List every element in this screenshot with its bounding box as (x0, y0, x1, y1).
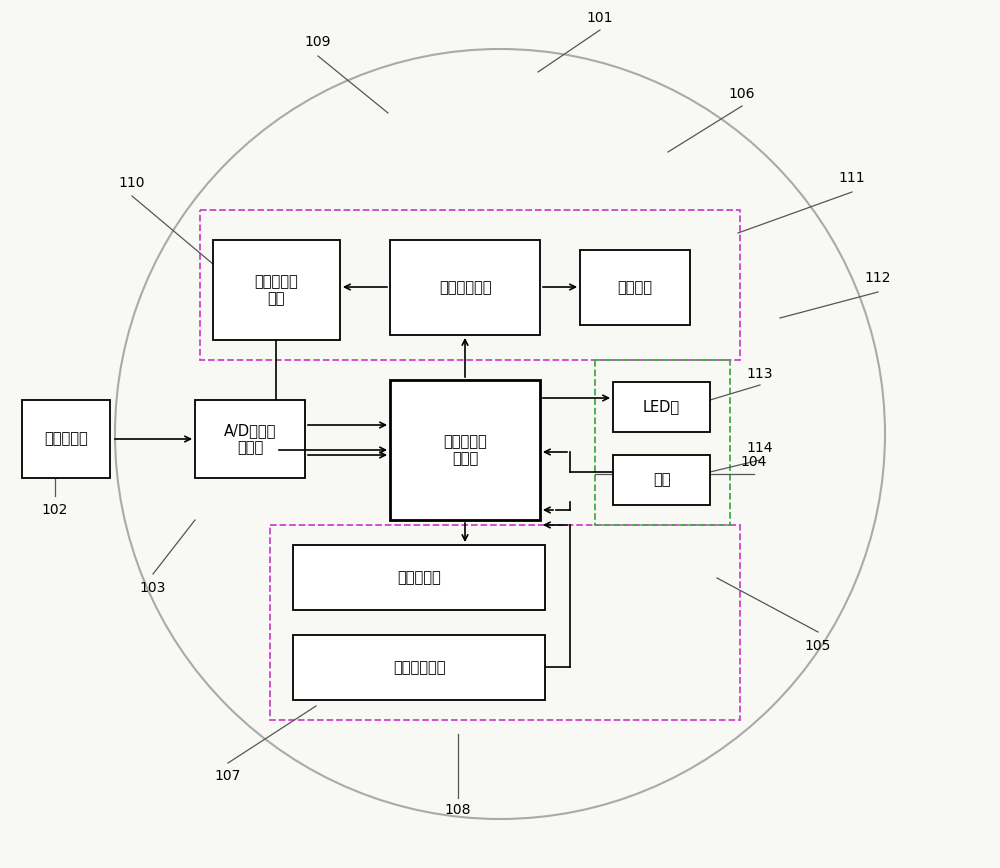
Text: 101: 101 (587, 11, 613, 25)
Bar (200, 210, 740, 360)
Text: 角度传感器
模块: 角度传感器 模块 (255, 273, 298, 306)
Text: 104: 104 (741, 455, 767, 469)
Bar (580, 250, 690, 325)
Bar (195, 400, 305, 478)
Text: 105: 105 (805, 639, 831, 653)
Bar (270, 525, 740, 720)
Text: 指针驱动模块: 指针驱动模块 (439, 280, 491, 295)
Text: 106: 106 (729, 87, 755, 101)
Bar (390, 240, 540, 335)
Text: 功能按键模块: 功能按键模块 (393, 660, 445, 675)
Bar (613, 382, 710, 432)
Bar (22, 400, 110, 478)
Text: 102: 102 (42, 503, 68, 517)
Text: 微处理器控
制模块: 微处理器控 制模块 (443, 434, 487, 466)
Bar (595, 360, 730, 525)
Text: 114: 114 (747, 441, 773, 455)
Bar (293, 635, 545, 700)
Text: 107: 107 (215, 769, 241, 783)
Text: 按键: 按键 (653, 472, 670, 488)
Bar (390, 380, 540, 520)
Text: 液晶屏模块: 液晶屏模块 (397, 570, 441, 585)
Bar (613, 455, 710, 505)
Text: 传感器模块: 传感器模块 (44, 431, 88, 446)
Text: 指针模块: 指针模块 (618, 280, 652, 295)
Text: A/D转换芯
片模块: A/D转换芯 片模块 (224, 423, 276, 455)
Text: 111: 111 (839, 171, 865, 185)
Text: 113: 113 (747, 367, 773, 381)
Text: LED灯: LED灯 (643, 399, 680, 415)
Bar (213, 240, 340, 340)
Text: 108: 108 (445, 803, 471, 817)
Text: 112: 112 (865, 271, 891, 285)
Text: 109: 109 (305, 35, 331, 49)
Text: 103: 103 (140, 581, 166, 595)
Bar (293, 545, 545, 610)
Text: 110: 110 (119, 176, 145, 190)
